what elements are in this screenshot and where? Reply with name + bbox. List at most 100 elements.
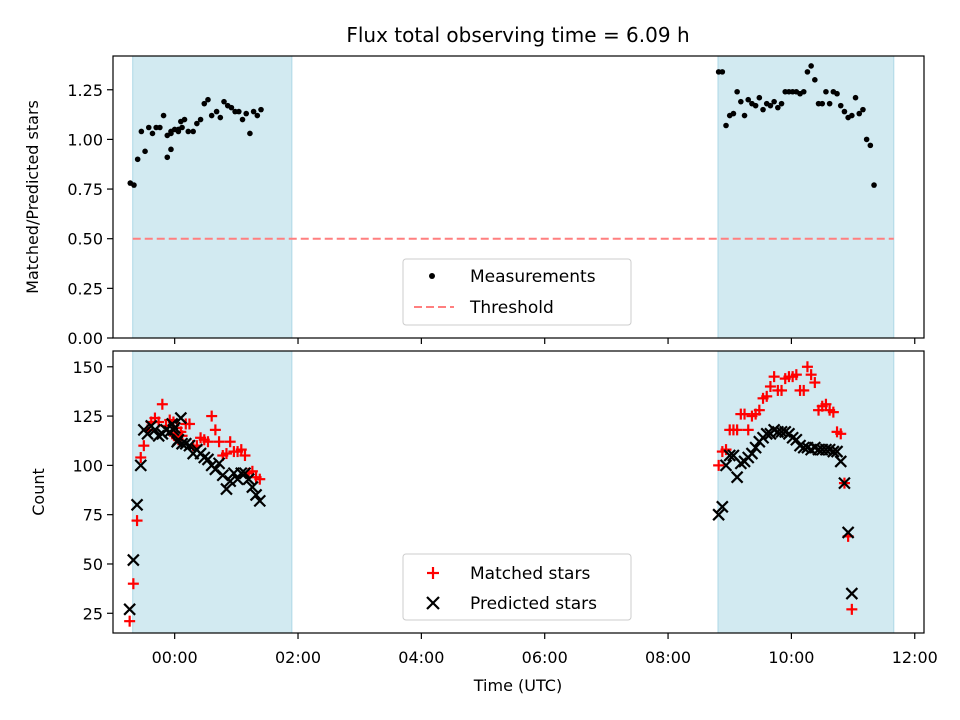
y-tick-label: 75 [83,506,103,525]
matched-stars-point [713,459,725,471]
predicted-stars-point [130,498,144,512]
matched-stars-point [239,450,251,462]
measurement-point [208,112,215,119]
legend-matched-marker [427,567,439,579]
measurement-point [179,124,185,131]
observing-window-1 [132,350,293,634]
measurement-point [190,128,196,135]
matched-stars-point [235,444,247,456]
measurement-point [258,106,264,113]
measurement-point [837,102,844,109]
matched-stars-point [127,578,139,590]
measurement-point [778,100,785,107]
observing-window-1 [132,55,293,339]
matched-stars-point [202,436,214,448]
measurement-point [856,110,863,117]
predicted-stars-point [148,423,162,437]
measurement-point [194,120,200,127]
measurement-point [812,77,818,83]
measurement-point [730,110,737,117]
x-tick-label: 02:00 [275,648,321,667]
measurement-point [254,112,261,119]
matched-stars-point [801,361,813,373]
matched-stars-point [761,390,773,402]
x-tick-label: 10:00 [768,648,814,667]
measurement-point [168,146,174,153]
measurement-point [734,88,740,95]
predicted-stars-point [123,603,136,616]
measurement-point [834,90,840,97]
matched-stars-point [220,448,232,460]
measurement-point [131,182,137,188]
top-panel-frame [112,55,925,339]
predicted-stars-point [745,447,759,460]
matched-stars-point [768,371,780,383]
predicted-stars-point [246,480,259,494]
predicted-stars-point [793,439,807,452]
matched-stars-point [835,428,847,440]
measurement-point [775,104,781,111]
legend-measurements-label: Measurements [470,267,596,287]
predicted-stars-point [168,421,181,435]
matched-stars-point [798,384,810,396]
measurement-point [863,136,870,143]
measurement-point [800,88,807,95]
x-tick-label: 06:00 [522,648,568,667]
matched-stars-point [224,436,236,448]
top-y-axis-label: Matched/Predicted stars [23,100,42,294]
measurement-point [197,116,204,123]
y-tick-label: 0.75 [67,180,103,199]
bottom-panel: 25 50 75 100 125 150 00:00 02:00 04:00 06:00 08:0… [29,350,938,667]
measurement-point [767,102,774,109]
measurement-point [867,142,874,149]
matched-stars-point [138,440,150,452]
matched-stars-point [135,451,147,463]
matched-stars-point [206,410,218,422]
y-tick-label: 50 [83,555,103,574]
predicted-stars-point [827,445,840,458]
legend-measurements-marker [429,273,435,279]
predicted-stars-point [797,441,811,454]
matched-stars-point [809,377,821,389]
measurement-point [228,104,235,111]
x-tick-label: 12:00 [892,648,938,667]
predicted-stars-point [174,411,188,425]
y-tick-label: 1.25 [67,81,103,100]
measurement-point [142,148,148,155]
x-tick-label: 00:00 [152,648,198,667]
measurement-point [741,112,748,119]
predicted-stars-point [808,441,822,454]
x-axis-label: Time (UTC) [473,676,562,695]
predicted-stars-point [242,472,255,486]
predicted-stars-point [201,453,215,466]
measurement-point [138,128,145,135]
x-tick-label: 08:00 [645,648,691,667]
top-legend: Measurements Threshold [402,258,632,326]
measurement-point [849,112,855,119]
predicted-stars-point [767,423,781,437]
predicted-stars-point [823,443,836,456]
measurement-point [745,96,752,103]
predicted-stars-point [749,441,762,454]
y-tick-label: 0.50 [67,230,103,249]
predicted-stars-point [127,553,140,567]
predicted-stars-point [179,437,193,450]
bottom-panel-frame [112,350,925,634]
predicted-stars-point [834,455,848,468]
predicted-stars-point [845,587,859,600]
matched-stars-point [731,424,743,436]
measurement-point [819,100,826,107]
matched-stars-point [776,384,788,396]
measurement-point [823,88,829,95]
predicted-stars-point [175,437,189,450]
measurement-point [841,108,848,115]
predicted-stars-point [220,482,233,496]
measurement-point [723,122,729,129]
predicted-stars-point [760,427,774,441]
legend-threshold-label: Threshold [469,298,554,318]
y-tick-label: 100 [72,456,103,475]
bottom-y-axis-label: Count [29,468,48,516]
measurement-point [164,154,171,161]
predicted-stars-point [719,459,733,472]
measurement-point [871,182,877,188]
